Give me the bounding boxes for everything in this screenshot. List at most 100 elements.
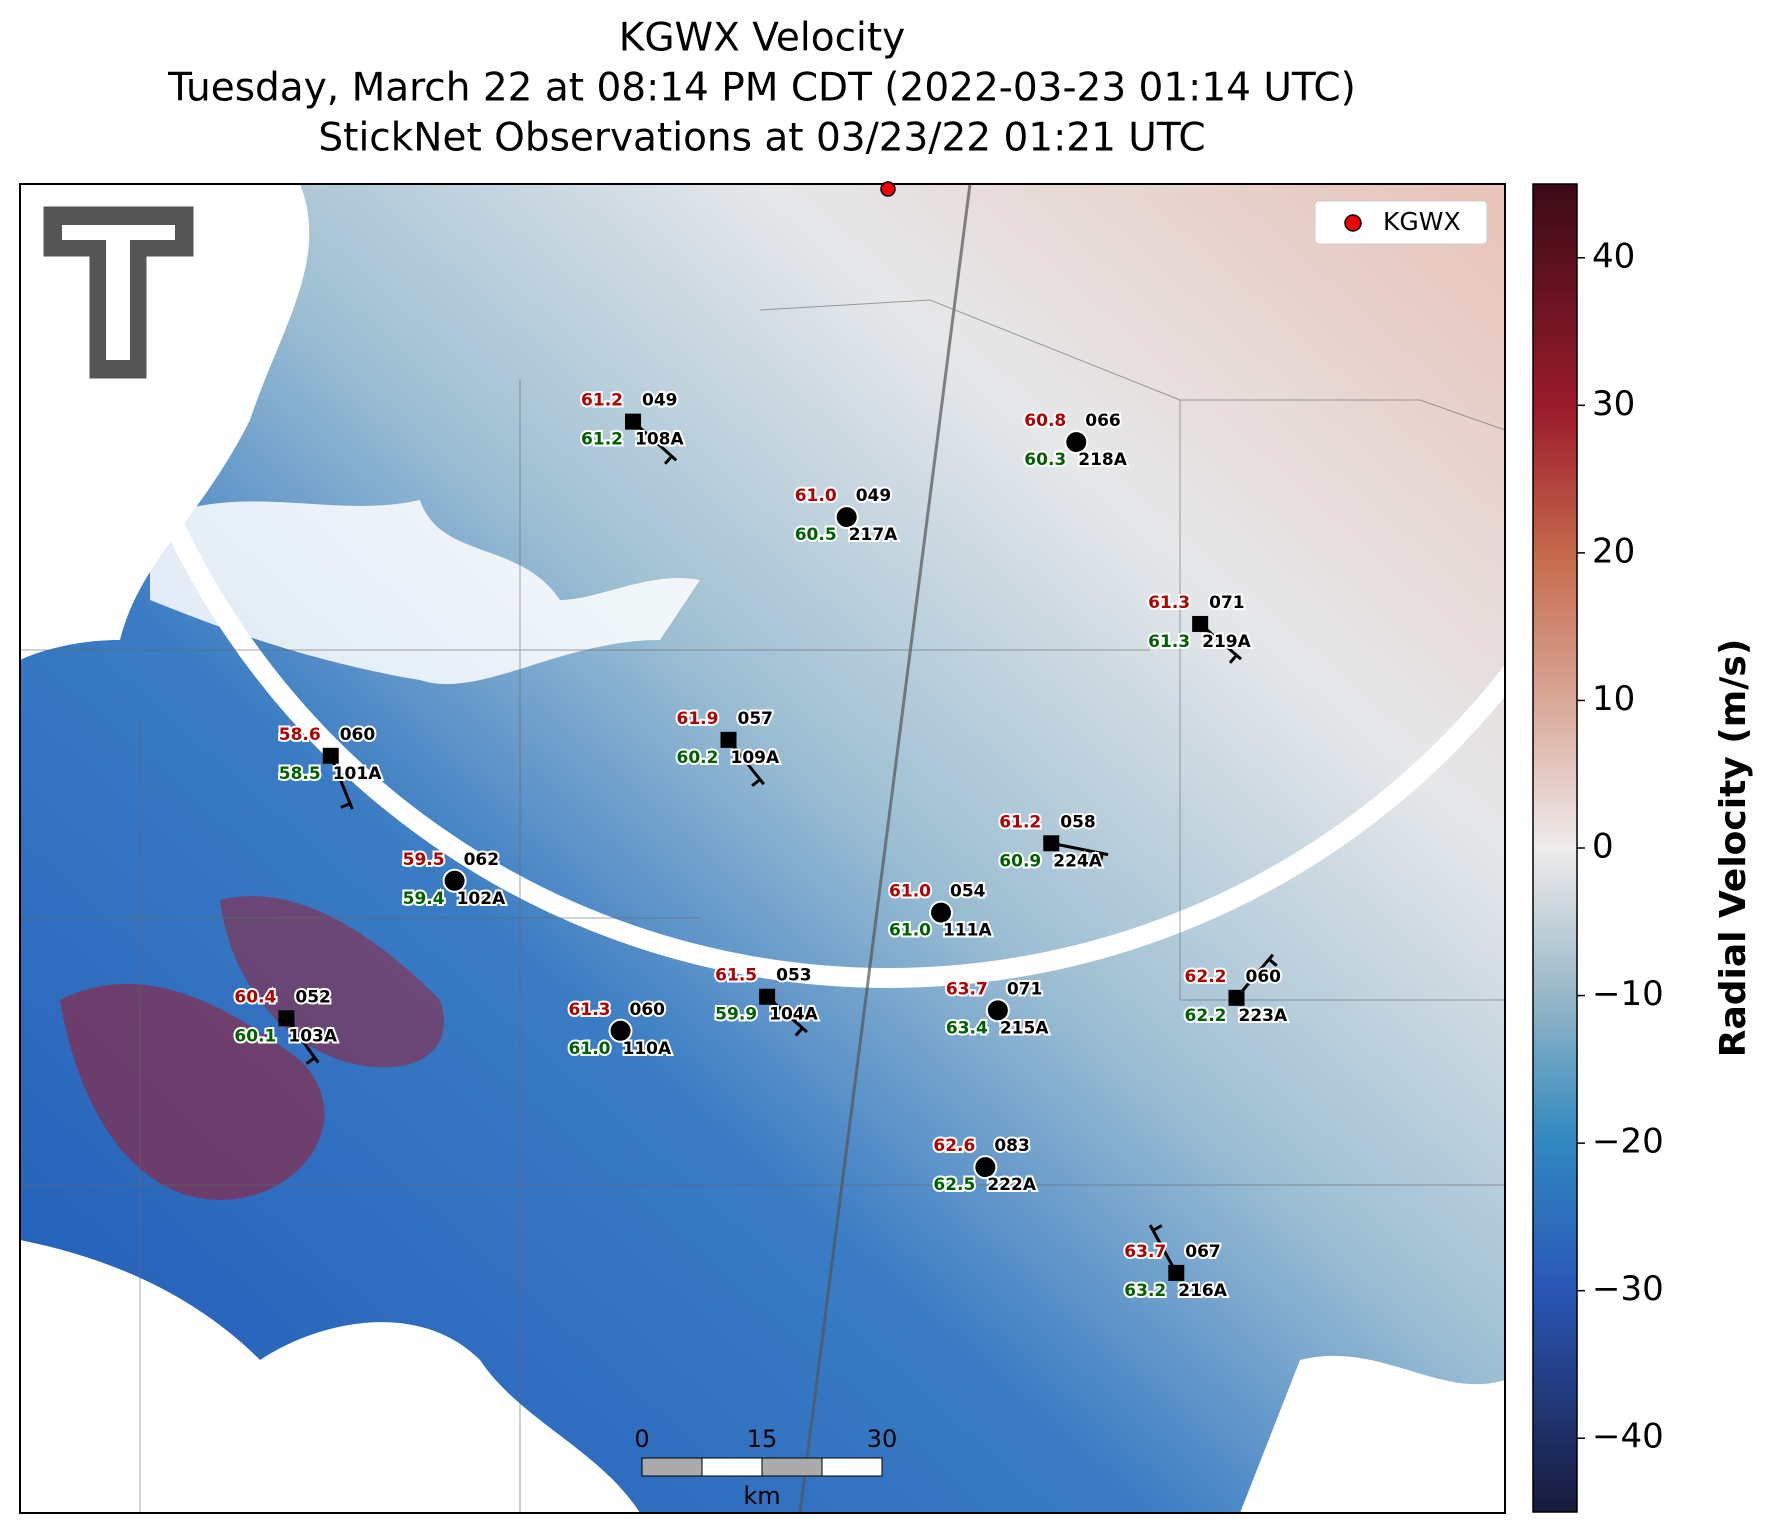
- title: KGWX Velocity Tuesday, March 22 at 08:14…: [167, 16, 1356, 161]
- station-marker: [985, 998, 1010, 1023]
- scale-segment: [701, 1457, 763, 1477]
- scale-segment: [641, 1457, 703, 1477]
- pressure: 083: [994, 1136, 1029, 1156]
- wind-barb-flag: [663, 455, 673, 465]
- pressure: 067: [1185, 1242, 1221, 1262]
- station-id: 224A: [1053, 851, 1102, 871]
- temperature: 63.7: [946, 979, 988, 999]
- scale-label: 0: [634, 1425, 649, 1453]
- logo: [40, 203, 197, 382]
- temperature: 62.6: [933, 1136, 975, 1156]
- wind-barb: [329, 755, 354, 810]
- dewpoint: 61.2: [581, 430, 623, 450]
- colorbar-tick-label: −30: [1592, 1269, 1664, 1309]
- dewpoint: 60.1: [234, 1026, 276, 1046]
- scale-segment: [761, 1457, 823, 1477]
- dewpoint: 62.2: [1185, 1006, 1227, 1026]
- station-id: 111A: [943, 921, 992, 941]
- temperature: 61.0: [795, 486, 837, 506]
- station-marker: [1228, 989, 1245, 1006]
- temperature: 61.5: [715, 966, 757, 986]
- station-id: 109A: [730, 748, 779, 768]
- wind-barb-flag: [751, 778, 761, 787]
- station-marker: [720, 731, 737, 748]
- dewpoint: 63.2: [1124, 1281, 1166, 1301]
- dewpoint: 61.3: [1148, 632, 1190, 652]
- temperature: 61.3: [1148, 593, 1190, 613]
- colorbar-ticks: −40 −30 −20 −10 0 10 20 30 40: [1577, 236, 1664, 1457]
- colorbar-tick-label: −20: [1592, 1122, 1664, 1162]
- temperature: 61.3: [569, 1000, 611, 1020]
- station-marker: [1064, 430, 1089, 455]
- station-marker: [1043, 835, 1060, 852]
- pressure: 049: [642, 391, 678, 411]
- wind-barb-flag: [340, 802, 351, 809]
- legend: KGWX: [1314, 200, 1488, 245]
- station-marker: [759, 988, 776, 1005]
- wind-barb-flag: [1268, 958, 1278, 967]
- dewpoint: 60.9: [999, 851, 1041, 871]
- title-line: Tuesday, March 22 at 08:14 PM CDT (2022-…: [167, 66, 1356, 111]
- pressure: 071: [1209, 593, 1245, 613]
- colorbar-tick-label: 40: [1592, 236, 1635, 276]
- station-id: 103A: [288, 1026, 337, 1046]
- wind-barb-flag: [305, 1056, 316, 1065]
- temperature: 58.6: [279, 725, 321, 745]
- station-id: 219A: [1202, 632, 1251, 652]
- wind-barb-flag: [1098, 853, 1104, 864]
- station-marker: [929, 900, 954, 925]
- pressure: 062: [464, 850, 500, 870]
- station-id: 104A: [769, 1005, 818, 1025]
- title-line: StickNet Observations at 03/23/22 01:21 …: [318, 116, 1205, 161]
- station-id: 222A: [987, 1175, 1036, 1195]
- dewpoint: 63.4: [946, 1018, 988, 1038]
- temperature: 63.7: [1124, 1242, 1166, 1262]
- title-line: KGWX Velocity: [619, 16, 905, 61]
- station-marker: [625, 413, 642, 430]
- colorbar-tick-label: 0: [1592, 827, 1614, 867]
- stations: 61.2 049 61.2 108A 60.8 066 60.3 218A 61.0 049 60.…: [232, 389, 1290, 1303]
- colorbar: [1532, 183, 1578, 1513]
- pressure: 053: [776, 966, 812, 986]
- station-id: 101A: [333, 764, 382, 784]
- dewpoint: 59.4: [403, 889, 445, 909]
- station-id: 217A: [849, 525, 898, 545]
- temperature: 61.2: [999, 812, 1041, 832]
- wind-barb-flag: [1152, 1224, 1163, 1232]
- station-marker: [442, 868, 467, 893]
- station-marker: [1168, 1264, 1185, 1281]
- scale-label: 15: [747, 1425, 778, 1453]
- station-marker: [278, 1010, 295, 1027]
- colorbar-tick-label: 30: [1592, 384, 1635, 424]
- station-id: 223A: [1239, 1006, 1288, 1026]
- radar-field: [20, 184, 1505, 1513]
- pressure: 060: [630, 1000, 666, 1020]
- temperature: 60.8: [1024, 411, 1066, 431]
- colorbar-tick-label: −10: [1592, 974, 1664, 1014]
- wind-barb-flag: [1228, 654, 1238, 664]
- scale-unit: km: [743, 1482, 780, 1510]
- station-id: 108A: [635, 430, 684, 450]
- radar-site: [880, 181, 896, 197]
- dewpoint: 61.0: [889, 921, 931, 941]
- dewpoint: 58.5: [279, 764, 321, 784]
- station-id: 110A: [623, 1039, 672, 1059]
- legend-marker: [1344, 214, 1362, 232]
- pressure: 060: [340, 725, 376, 745]
- dewpoint: 61.0: [569, 1039, 611, 1059]
- station-id: 102A: [457, 889, 506, 909]
- temperature: 61.0: [889, 882, 931, 902]
- station-marker: [608, 1018, 633, 1043]
- wind-barb: [1050, 841, 1109, 857]
- wind-barb-flag: [794, 1026, 804, 1037]
- colorbar-tick-label: −40: [1592, 1417, 1664, 1457]
- colorbar-tick-label: 20: [1592, 531, 1635, 571]
- station-id: 216A: [1178, 1281, 1227, 1301]
- temperature: 61.9: [677, 709, 719, 729]
- station-id: 215A: [1000, 1018, 1049, 1038]
- station-marker: [1192, 615, 1209, 632]
- dewpoint: 60.3: [1024, 450, 1066, 470]
- temperature: 59.5: [403, 850, 445, 870]
- dewpoint: 59.9: [715, 1005, 757, 1025]
